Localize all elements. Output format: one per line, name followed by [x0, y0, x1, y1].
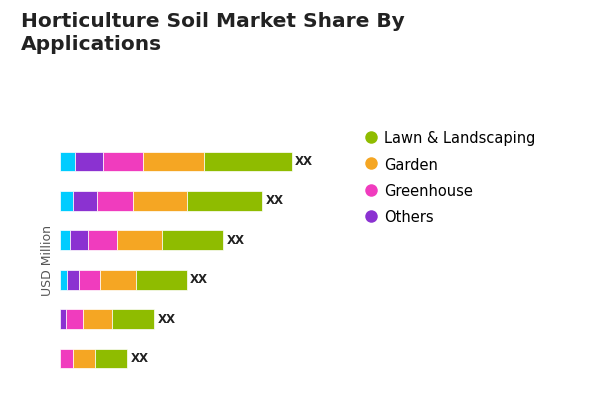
Bar: [60, 348, 73, 368]
Bar: [75, 152, 103, 172]
Text: XX: XX: [266, 194, 284, 208]
Bar: [133, 191, 187, 211]
Bar: [67, 309, 83, 329]
Bar: [97, 191, 133, 211]
Bar: [67, 270, 79, 290]
Bar: [60, 309, 67, 329]
Bar: [100, 270, 136, 290]
Bar: [103, 152, 143, 172]
Bar: [95, 348, 127, 368]
Bar: [187, 191, 262, 211]
Bar: [73, 348, 95, 368]
Bar: [162, 230, 223, 250]
Bar: [83, 309, 112, 329]
Legend: Lawn & Landscaping, Garden, Greenhouse, Others: Lawn & Landscaping, Garden, Greenhouse, …: [365, 131, 536, 225]
Bar: [60, 152, 75, 172]
Bar: [117, 230, 162, 250]
Bar: [73, 191, 97, 211]
Y-axis label: USD Million: USD Million: [41, 224, 55, 296]
Bar: [60, 191, 73, 211]
Text: XX: XX: [227, 234, 245, 247]
Text: XX: XX: [190, 273, 208, 286]
Bar: [136, 270, 187, 290]
Bar: [60, 230, 70, 250]
Bar: [70, 230, 88, 250]
Text: XX: XX: [295, 155, 313, 168]
Bar: [88, 230, 117, 250]
Bar: [60, 270, 67, 290]
Text: XX: XX: [158, 312, 176, 326]
Bar: [143, 152, 205, 172]
Bar: [205, 152, 292, 172]
Text: Horticulture Soil Market Share By
Applications: Horticulture Soil Market Share By Applic…: [21, 12, 405, 54]
Bar: [79, 270, 100, 290]
Bar: [112, 309, 154, 329]
Text: XX: XX: [130, 352, 148, 365]
